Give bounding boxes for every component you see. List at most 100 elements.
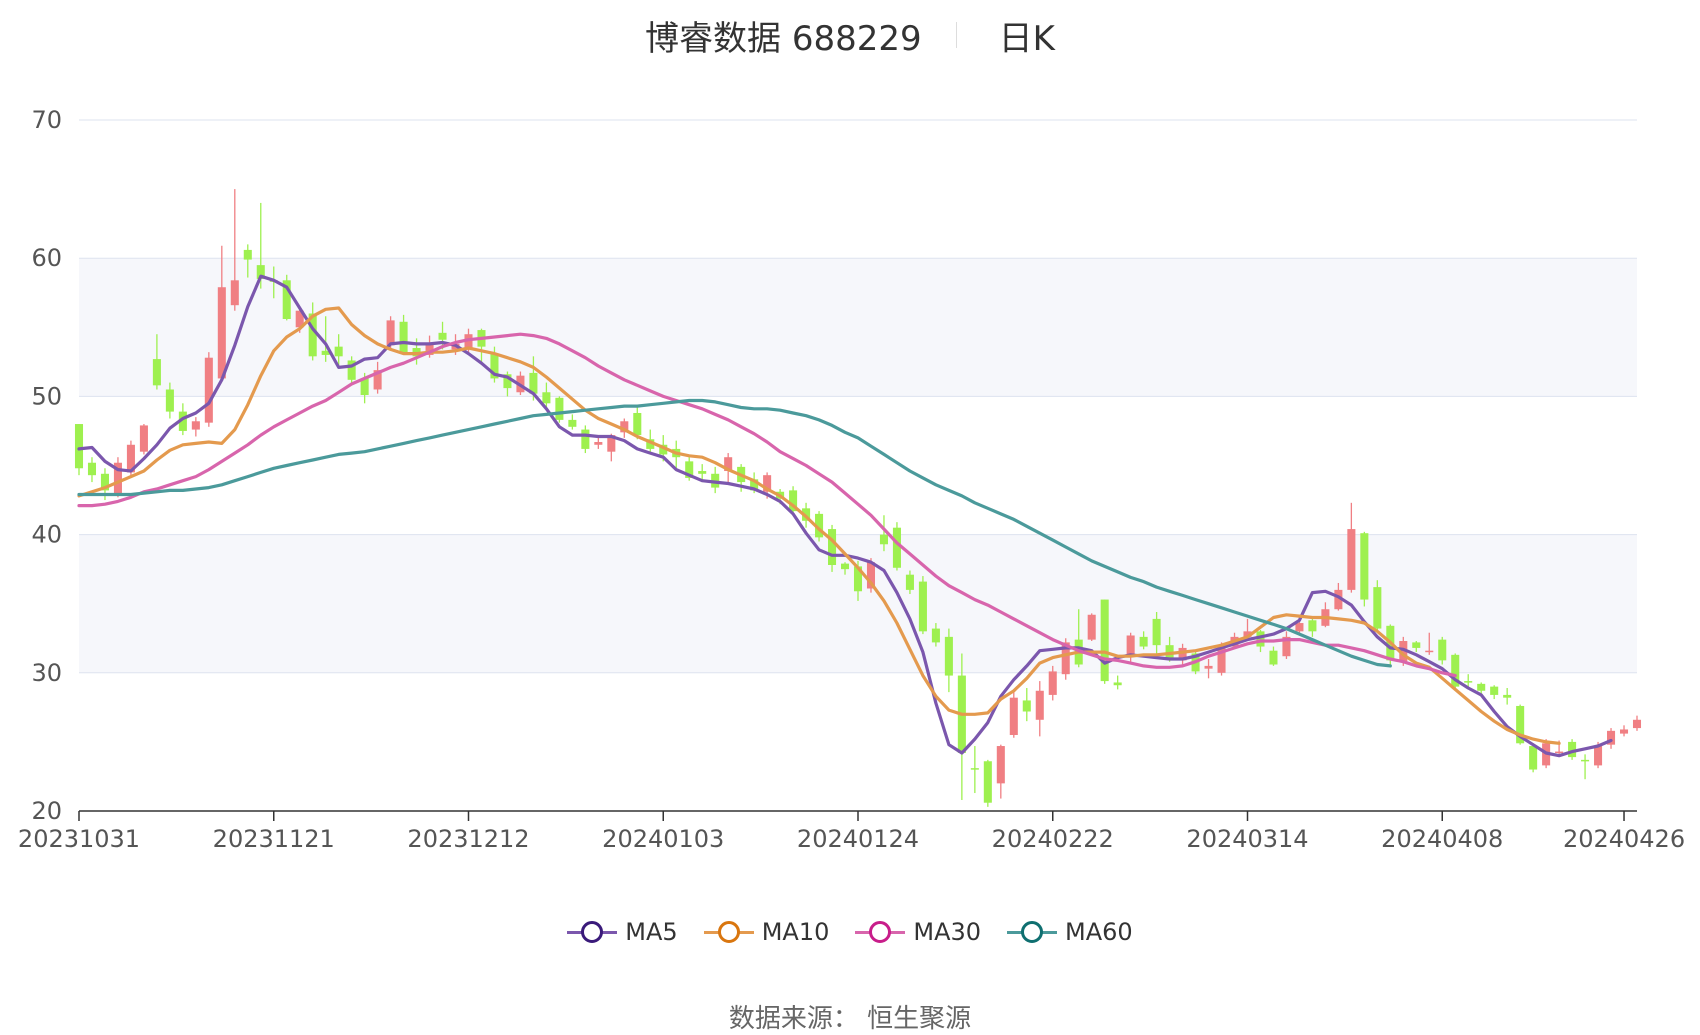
candle-body (1126, 635, 1135, 657)
candle-body (698, 471, 707, 474)
candle-body (1165, 645, 1174, 658)
candle-body (1490, 686, 1499, 695)
candle-body (1360, 533, 1369, 600)
y-tick-label: 20 (31, 797, 62, 825)
candle-body (1256, 631, 1265, 647)
candle-body (1503, 694, 1512, 698)
data-source: 数据来源： 恒生聚源 (728, 1004, 972, 1034)
candle-body (983, 761, 992, 803)
candle-body (568, 419, 577, 427)
legend-item-ma10[interactable]: MA10 (703, 918, 830, 946)
candle-body (1204, 665, 1213, 669)
candle-body (87, 462, 97, 476)
candle-body (1619, 729, 1629, 734)
candle-body (1477, 683, 1486, 691)
candle-body (1048, 671, 1057, 695)
candle-body (1113, 682, 1122, 686)
candle-body (1009, 697, 1018, 735)
y-tick-label: 40 (31, 521, 62, 549)
candle-body (1373, 587, 1382, 629)
candle-body (334, 346, 343, 357)
candle-body (607, 435, 616, 452)
candle-body (1555, 751, 1564, 754)
candle-body (1529, 746, 1538, 770)
x-tick-label: 20231212 (407, 825, 529, 853)
candle-body (1139, 636, 1148, 647)
candle-body (321, 350, 330, 355)
candle-body (308, 313, 317, 357)
ma30-line (77, 332, 1457, 678)
x-tick-label: 20240222 (992, 825, 1114, 853)
y-tick-label: 60 (31, 244, 62, 272)
candle-body (126, 444, 135, 473)
candle-body (931, 628, 940, 643)
candle-body (256, 265, 265, 279)
ma60-line (77, 398, 1392, 668)
legend: MA5 MA10 MA30 MA60 (0, 918, 1700, 946)
legend-label: MA60 (1065, 918, 1133, 946)
candle-body (165, 389, 174, 412)
candle-body (1269, 650, 1278, 665)
legend-marker-icon (703, 920, 754, 944)
chart-title: 博睿数据 688229 日K (0, 10, 1700, 60)
candle-body (892, 527, 901, 568)
candle-body (1035, 690, 1044, 720)
candle-body (789, 490, 798, 512)
candle-body (529, 372, 538, 394)
candle-body (1451, 654, 1460, 687)
candle-body (295, 310, 304, 328)
candle-body (996, 746, 1005, 784)
candle-body (100, 473, 109, 491)
candle-body (1217, 646, 1226, 673)
candle-body (750, 479, 759, 491)
candle-body (828, 529, 837, 566)
candle-body (970, 768, 979, 770)
legend-item-ma5[interactable]: MA5 (567, 918, 678, 946)
x-tick-label: 20231121 (213, 825, 335, 853)
candle-body (1178, 647, 1187, 661)
candle-body (152, 359, 161, 386)
candle-body (1581, 759, 1590, 762)
candle-body (1516, 705, 1525, 744)
candle-body (646, 439, 655, 449)
legend-marker-icon (1007, 920, 1058, 944)
candle-body (866, 562, 876, 589)
candle-body (178, 411, 187, 431)
candle-body (685, 461, 694, 478)
candle-body (490, 353, 499, 379)
candle-body (1607, 730, 1616, 745)
candle-body (230, 280, 239, 306)
grid-band (79, 258, 1637, 397)
y-tick-label: 50 (31, 382, 62, 410)
candle-body (1334, 589, 1343, 610)
period-label: 日K (998, 18, 1055, 59)
candle-body (425, 342, 434, 355)
y-tick-label: 30 (31, 659, 62, 687)
candle-body (204, 357, 213, 423)
candle-body (1425, 650, 1434, 653)
candle-body (918, 581, 927, 632)
legend-label: MA10 (761, 918, 830, 946)
candle-body (659, 444, 668, 455)
candle-body (815, 513, 824, 538)
candle-body (840, 563, 850, 570)
candle-body (1282, 636, 1291, 657)
legend-item-ma60[interactable]: MA60 (1007, 918, 1133, 946)
x-tick-label: 20240426 (1563, 825, 1685, 853)
candle-body (1347, 529, 1356, 590)
candle-body (191, 421, 200, 430)
candle-body (542, 392, 551, 404)
legend-item-ma30[interactable]: MA30 (855, 918, 981, 946)
title-separator (955, 22, 957, 48)
candle-body (1022, 700, 1031, 712)
legend-marker-icon (567, 920, 618, 944)
x-tick-label: 20240124 (797, 825, 919, 853)
candle-body (944, 636, 953, 676)
ma10-line (77, 306, 1561, 745)
candle-body (1568, 741, 1577, 758)
candle-body (373, 370, 382, 390)
candle-body (555, 397, 564, 420)
candle-body (386, 320, 395, 346)
candle-body (633, 412, 642, 436)
candle-body (282, 280, 291, 320)
